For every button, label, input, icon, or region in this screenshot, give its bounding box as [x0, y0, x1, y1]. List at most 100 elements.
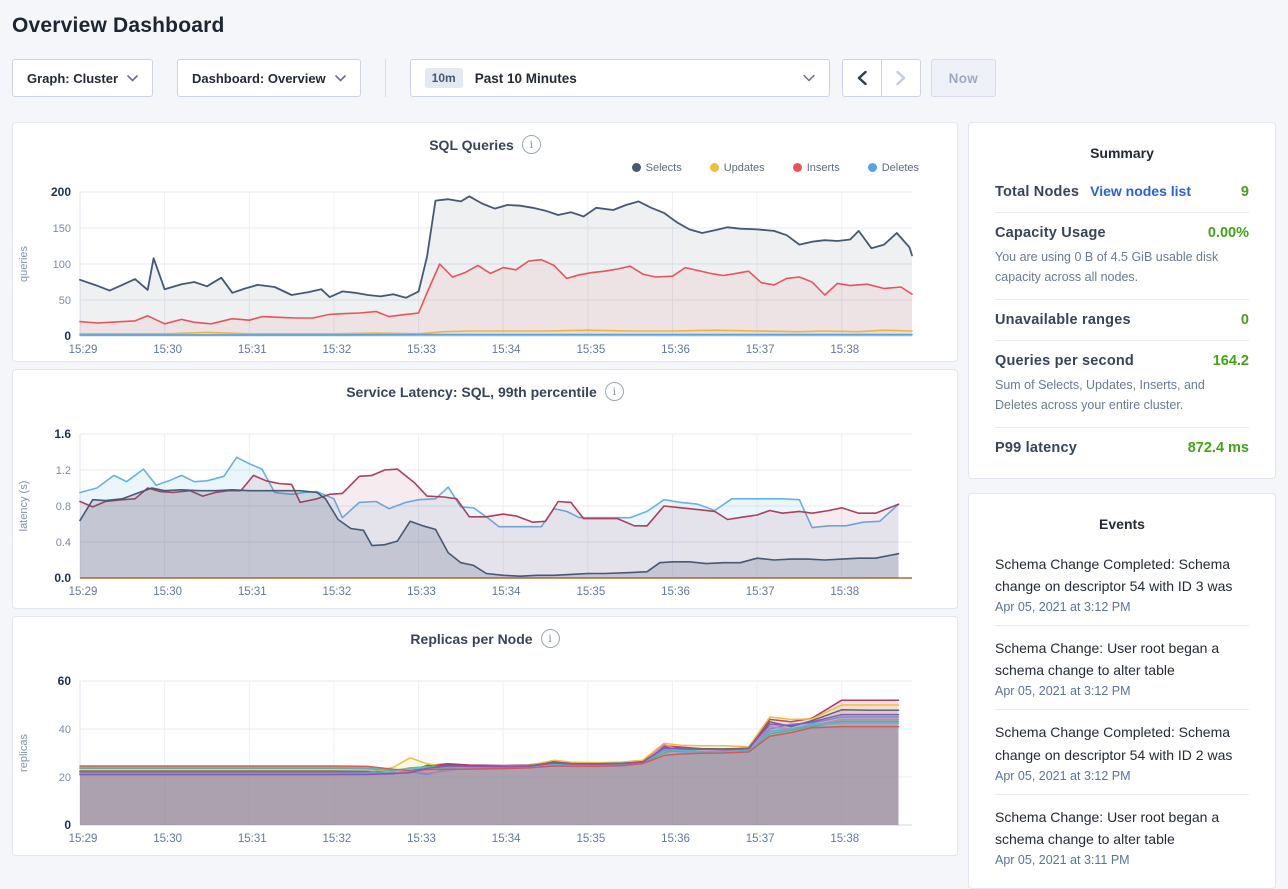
summary-row-queries-per-second: Queries per second 164.2 Sum of Selects,… — [995, 341, 1249, 428]
event-text: Schema Change: User root began a schema … — [995, 640, 1220, 679]
svg-text:latency (s): latency (s) — [18, 481, 30, 532]
svg-text:15:36: 15:36 — [661, 833, 690, 845]
legend-item: Deletes — [867, 162, 919, 174]
summary-value: 0 — [1240, 312, 1249, 328]
chevron-right-icon — [895, 71, 905, 85]
time-range-badge: 10m — [424, 68, 463, 88]
svg-text:15:34: 15:34 — [492, 833, 521, 845]
chart-legend: Selects Updates Inserts Deletes — [13, 154, 957, 176]
sidebar-column: Summary Total Nodes View nodes list 9 Ca… — [968, 122, 1276, 889]
view-nodes-list-link[interactable]: View nodes list — [1090, 183, 1191, 199]
svg-text:15:32: 15:32 — [323, 344, 352, 356]
event-item: Schema Change: User root began a schema … — [995, 795, 1249, 878]
svg-text:40: 40 — [59, 724, 71, 736]
svg-text:20: 20 — [59, 772, 71, 784]
summary-label: Capacity Usage — [995, 225, 1106, 241]
summary-row-total-nodes: Total Nodes View nodes list 9 — [995, 171, 1249, 213]
svg-text:0.0: 0.0 — [54, 571, 71, 585]
svg-text:100: 100 — [53, 259, 71, 271]
summary-row-unavailable-ranges: Unavailable ranges 0 — [995, 300, 1249, 341]
svg-text:queries: queries — [18, 245, 30, 282]
chart-title: Replicas per Node — [410, 630, 533, 647]
svg-text:15:37: 15:37 — [746, 586, 775, 598]
summary-panel: Summary Total Nodes View nodes list 9 Ca… — [968, 122, 1276, 479]
svg-text:replicas: replicas — [18, 734, 30, 772]
time-range-picker[interactable]: 10m Past 10 Minutes — [409, 59, 830, 97]
summary-label: P99 latency — [995, 440, 1077, 456]
summary-title: Summary — [1090, 145, 1154, 161]
svg-text:0: 0 — [64, 818, 71, 832]
svg-text:15:32: 15:32 — [323, 833, 352, 845]
info-icon[interactable]: i — [521, 135, 541, 154]
event-item: Schema Change: User root began a schema … — [995, 626, 1249, 711]
dashboard-dropdown[interactable]: Dashboard: Overview — [177, 59, 361, 97]
svg-text:0.8: 0.8 — [56, 501, 71, 513]
event-time: Apr 05, 2021 at 3:11 PM — [995, 852, 1130, 867]
summary-label: Unavailable ranges — [995, 312, 1131, 328]
charts-column: SQL Queries i Selects Updates Inserts Delet… — [12, 122, 958, 856]
page-title: Overview Dashboard — [12, 14, 225, 37]
svg-text:15:37: 15:37 — [746, 344, 775, 356]
summary-value: 164.2 — [1212, 353, 1249, 369]
svg-text:150: 150 — [53, 223, 71, 235]
svg-text:15:36: 15:36 — [661, 586, 690, 598]
replicas-per-node-chart-card: Replicas per Node i 15:29 15:30 15:31 15:32… — [12, 616, 958, 856]
now-button[interactable]: Now — [930, 59, 997, 97]
svg-text:15:36: 15:36 — [661, 344, 690, 356]
service-latency-chart-card: Service Latency: SQL, 99th percentile i … — [12, 369, 958, 609]
svg-text:15:30: 15:30 — [153, 833, 182, 845]
svg-text:15:34: 15:34 — [492, 344, 521, 356]
summary-value: 872.4 ms — [1187, 440, 1249, 456]
summary-value: 0.00% — [1207, 225, 1249, 241]
legend-dot-icon — [792, 163, 802, 172]
svg-text:15:30: 15:30 — [153, 344, 182, 356]
dashboard-dropdown-label: Dashboard: Overview — [192, 70, 326, 86]
svg-text:15:29: 15:29 — [69, 833, 98, 845]
prev-window-button[interactable] — [841, 59, 882, 97]
info-icon[interactable]: i — [604, 382, 624, 401]
summary-label: Total Nodes — [995, 184, 1080, 200]
svg-text:15:35: 15:35 — [576, 586, 605, 598]
time-range-label: Past 10 Minutes — [474, 70, 577, 86]
events-panel: Events Schema Change Completed: Schema c… — [968, 493, 1276, 889]
svg-text:1.6: 1.6 — [54, 427, 71, 441]
event-time: Apr 05, 2021 at 3:12 PM — [995, 684, 1131, 699]
next-window-button[interactable] — [880, 59, 921, 97]
svg-text:15:38: 15:38 — [830, 344, 859, 356]
legend-item: Updates — [709, 162, 765, 174]
summary-value: 9 — [1240, 184, 1249, 200]
chevron-down-icon — [127, 74, 138, 82]
sql-queries-chart[interactable]: 15:29 15:30 15:31 15:32 15:33 15:34 15:35 15:36… — [14, 178, 956, 364]
graph-dropdown-label: Graph: Cluster — [27, 70, 119, 86]
sql-queries-chart-card: SQL Queries i Selects Updates Inserts Delet… — [12, 122, 958, 362]
svg-text:15:31: 15:31 — [238, 586, 267, 598]
svg-text:15:32: 15:32 — [323, 586, 352, 598]
svg-text:50: 50 — [59, 295, 71, 307]
event-item: Schema Change Completed: Schema change o… — [995, 542, 1249, 627]
controls-divider — [384, 59, 386, 97]
legend-dot-icon — [631, 163, 641, 172]
event-time: Apr 05, 2021 at 3:12 PM — [995, 600, 1131, 615]
legend-item: Selects — [631, 162, 682, 174]
chevron-down-icon — [334, 74, 346, 82]
event-text: Schema Change: User root began a schema … — [995, 808, 1220, 847]
event-text: Schema Change Completed: Schema change o… — [995, 556, 1233, 595]
svg-text:0.4: 0.4 — [56, 537, 71, 549]
svg-text:15:34: 15:34 — [492, 586, 521, 598]
chevron-left-icon — [857, 71, 867, 85]
legend-item: Inserts — [792, 162, 840, 174]
info-icon[interactable]: i — [540, 629, 560, 648]
legend-dot-icon — [709, 163, 719, 172]
summary-description: You are using 0 B of 4.5 GiB usable disk… — [995, 250, 1219, 284]
summary-label: Queries per second — [995, 353, 1134, 369]
svg-text:15:38: 15:38 — [830, 833, 859, 845]
svg-text:15:29: 15:29 — [69, 344, 98, 356]
legend-dot-icon — [867, 163, 877, 172]
svg-text:15:35: 15:35 — [576, 344, 605, 356]
service-latency-chart[interactable]: 15:29 15:30 15:31 15:32 15:33 15:34 15:35 15:36… — [14, 420, 956, 606]
svg-text:1.2: 1.2 — [56, 465, 71, 477]
graph-dropdown[interactable]: Graph: Cluster — [12, 59, 154, 97]
svg-text:15:37: 15:37 — [746, 833, 775, 845]
replicas-per-node-chart[interactable]: 15:29 15:30 15:31 15:32 15:33 15:34 15:35 15:36… — [14, 667, 956, 853]
chart-title: Service Latency: SQL, 99th percentile — [346, 383, 597, 400]
